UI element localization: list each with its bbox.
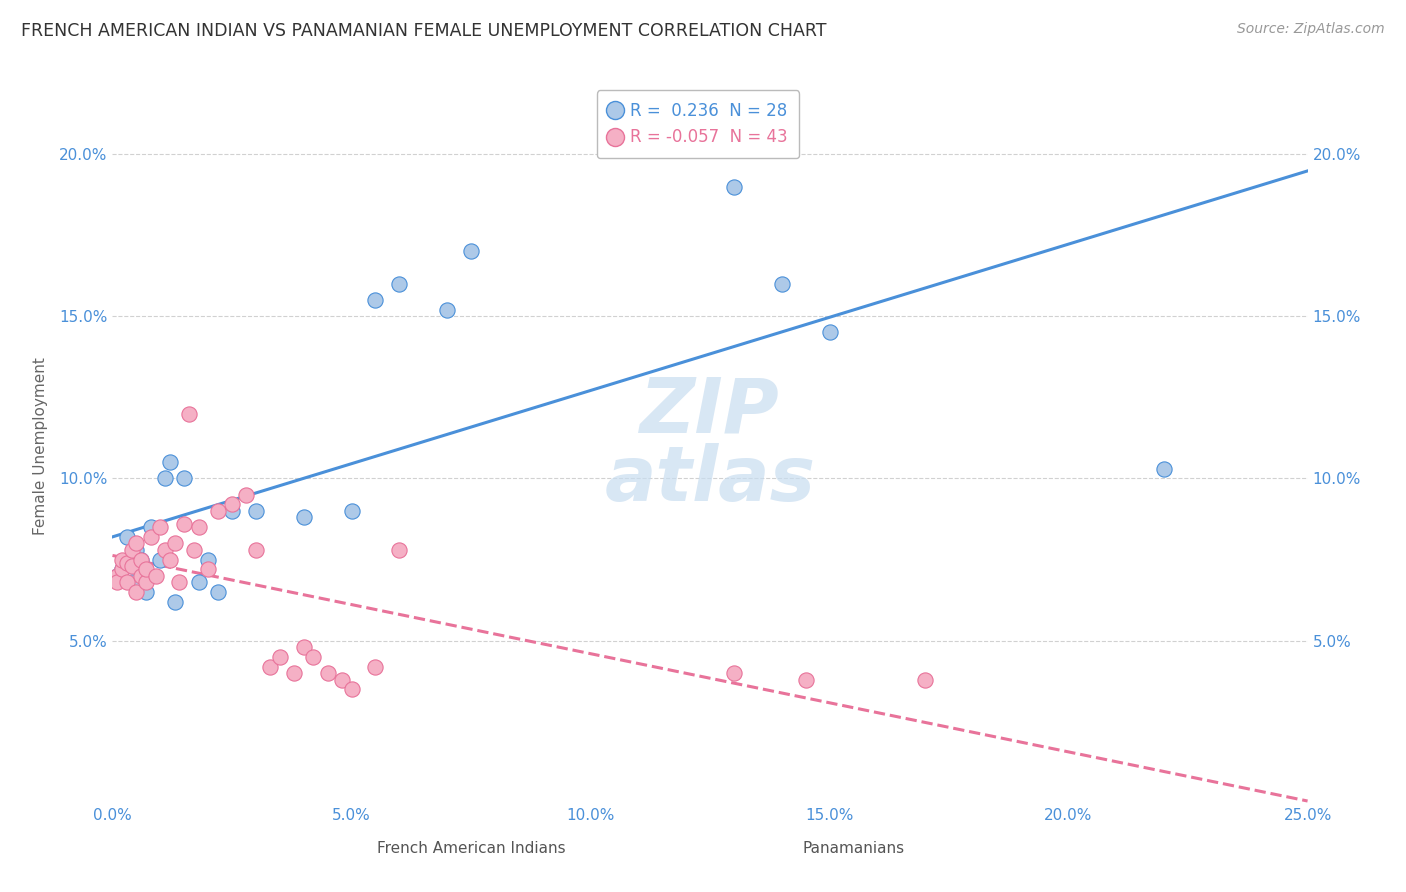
- Point: [145, 568, 167, 582]
- Point: [259, 659, 281, 673]
- Point: [388, 542, 411, 557]
- Point: [197, 562, 219, 576]
- Point: [159, 455, 181, 469]
- Point: [111, 552, 134, 566]
- Point: [364, 659, 387, 673]
- Point: [436, 302, 458, 317]
- Point: [187, 520, 209, 534]
- Point: [173, 516, 195, 531]
- Point: [794, 673, 817, 687]
- Point: [121, 542, 143, 557]
- Point: [770, 277, 793, 291]
- Point: [125, 542, 148, 557]
- Point: [187, 575, 209, 590]
- Point: [135, 585, 157, 599]
- Point: [245, 504, 267, 518]
- Point: [163, 595, 186, 609]
- Point: [818, 326, 841, 340]
- Point: [135, 562, 157, 576]
- Point: [302, 649, 325, 664]
- Point: [269, 649, 291, 664]
- Legend: R =  0.236  N = 28, R = -0.057  N = 43: R = 0.236 N = 28, R = -0.057 N = 43: [596, 90, 800, 158]
- Point: [125, 536, 148, 550]
- Point: [292, 510, 315, 524]
- Point: [159, 552, 181, 566]
- Point: [139, 530, 162, 544]
- Point: [292, 640, 315, 654]
- Point: [111, 562, 134, 576]
- Point: [105, 568, 128, 582]
- Point: [207, 585, 229, 599]
- Point: [183, 542, 205, 557]
- Point: [316, 666, 339, 681]
- Point: [177, 407, 200, 421]
- Point: [129, 552, 152, 566]
- Point: [105, 575, 128, 590]
- Point: [340, 682, 363, 697]
- Point: [723, 179, 745, 194]
- Y-axis label: Female Unemployment: Female Unemployment: [34, 357, 48, 535]
- Point: [460, 244, 482, 259]
- Point: [173, 471, 195, 485]
- Point: [330, 673, 353, 687]
- Point: [111, 562, 134, 576]
- Point: [197, 552, 219, 566]
- Point: [221, 504, 243, 518]
- Text: Panamanians: Panamanians: [803, 841, 904, 855]
- Point: [169, 575, 191, 590]
- Point: [388, 277, 411, 291]
- Point: [139, 520, 162, 534]
- Point: [121, 575, 143, 590]
- Point: [221, 497, 243, 511]
- Point: [149, 520, 172, 534]
- Text: Source: ZipAtlas.com: Source: ZipAtlas.com: [1237, 22, 1385, 37]
- Point: [723, 666, 745, 681]
- Point: [129, 552, 152, 566]
- Point: [340, 504, 363, 518]
- Point: [283, 666, 305, 681]
- Point: [115, 556, 138, 570]
- Point: [914, 673, 936, 687]
- Text: French American Indians: French American Indians: [377, 841, 565, 855]
- Point: [115, 575, 138, 590]
- Point: [105, 568, 128, 582]
- Text: ZIP
atlas: ZIP atlas: [605, 375, 815, 517]
- Point: [235, 488, 257, 502]
- Point: [149, 552, 172, 566]
- Point: [115, 530, 138, 544]
- Point: [364, 293, 387, 307]
- Point: [1153, 461, 1175, 475]
- Point: [153, 471, 176, 485]
- Point: [129, 568, 152, 582]
- Point: [245, 542, 267, 557]
- Point: [135, 575, 157, 590]
- Point: [121, 559, 143, 574]
- Point: [207, 504, 229, 518]
- Point: [153, 542, 176, 557]
- Point: [163, 536, 186, 550]
- Point: [125, 585, 148, 599]
- Text: FRENCH AMERICAN INDIAN VS PANAMANIAN FEMALE UNEMPLOYMENT CORRELATION CHART: FRENCH AMERICAN INDIAN VS PANAMANIAN FEM…: [21, 22, 827, 40]
